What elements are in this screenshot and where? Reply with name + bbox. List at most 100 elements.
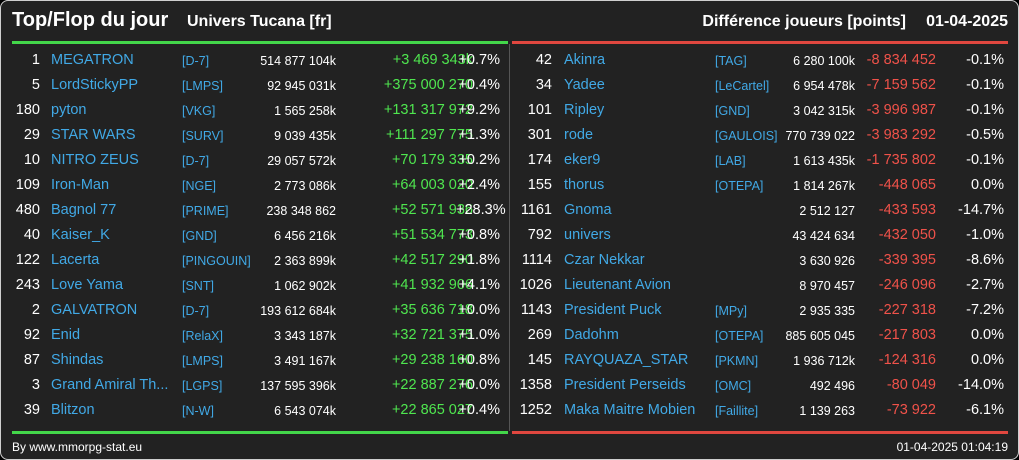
alliance-tag-link[interactable]: [GAULOIS] (715, 129, 778, 143)
header-date: 01-04-2025 (926, 13, 1008, 30)
player-name-link[interactable]: Bagnol 77 (51, 202, 117, 218)
alliance-tag-link[interactable]: [PRIME] (182, 204, 229, 218)
points-difference: +35 636 718 (391, 302, 473, 318)
player-name-link[interactable]: Grand Amiral Th... (51, 377, 169, 393)
player-points: 6 543 074k (274, 404, 336, 418)
percent-change: +4.1% (458, 277, 500, 293)
points-difference: -8 834 452 (866, 52, 936, 68)
points-difference: -227 318 (878, 302, 936, 318)
player-rank: 1026 (519, 277, 552, 293)
player-name-link[interactable]: MEGATRON (51, 52, 134, 68)
alliance-tag-link[interactable]: [RelaX] (182, 329, 223, 343)
universe-label: Univers Tucana [fr] (187, 13, 332, 30)
player-name-link[interactable]: Love Yama (51, 277, 124, 293)
player-rank: 1252 (519, 402, 552, 418)
alliance-tag-link[interactable]: [LMPS] (182, 354, 223, 368)
top-divider-green (12, 41, 508, 44)
alliance-tag-link[interactable]: [OTEPA] (715, 179, 764, 193)
player-points: 6 954 478k (793, 79, 855, 93)
player-name-link[interactable]: LordStickyPP (51, 77, 139, 93)
player-name-link[interactable]: pyton (51, 102, 87, 118)
player-points: 885 605 045 (785, 329, 855, 343)
alliance-tag-link[interactable]: [OTEPA] (715, 329, 764, 343)
player-name-link[interactable]: President Puck (564, 302, 662, 318)
alliance-tag-link[interactable]: [D-7] (182, 54, 210, 68)
alliance-tag-link[interactable]: [D-7] (182, 154, 210, 168)
player-points: 6 456 216k (274, 229, 336, 243)
points-difference: -3 983 292 (866, 127, 936, 143)
player-name-link[interactable]: Gnoma (564, 202, 612, 218)
player-name-link[interactable]: Shindas (51, 352, 104, 368)
alliance-tag-link[interactable]: [GND] (182, 229, 217, 243)
player-rank: 301 (527, 127, 552, 143)
alliance-tag-link[interactable]: [TAG] (715, 54, 747, 68)
player-name-link[interactable]: eker9 (564, 152, 601, 168)
table-row: 145 RAYQUAZA_STAR [PKMN] 1 936 712k -124 316… (512, 348, 1008, 373)
alliance-tag-link[interactable]: [PINGOUIN] (182, 254, 251, 268)
points-difference: -1 735 802 (866, 152, 936, 168)
alliance-tag-link[interactable]: [OMC] (715, 379, 752, 393)
alliance-tag-link[interactable]: [SNT] (182, 279, 214, 293)
percent-change: +2.4% (458, 177, 500, 193)
player-name-link[interactable]: Blitzon (51, 402, 95, 418)
points-difference: -7 159 562 (866, 77, 936, 93)
player-name-link[interactable]: NITRO ZEUS (51, 152, 139, 168)
table-row: 2 GALVATRON [D-7] 193 612 684k +35 636 718 +0… (12, 298, 508, 323)
alliance-tag-link[interactable]: [N-W] (182, 404, 214, 418)
top-losers-table: 42 Akinra [TAG] 6 280 100k -8 834 452 -0.1% 34… (512, 48, 1008, 423)
alliance-tag-link[interactable]: [LGPS] (182, 379, 223, 393)
player-rank: 1114 (521, 252, 552, 268)
points-difference: -246 096 (878, 277, 936, 293)
player-rank: 145 (527, 352, 552, 368)
player-points: 770 739 022 (785, 129, 855, 143)
alliance-tag-link[interactable]: [VKG] (182, 104, 216, 118)
player-name-link[interactable]: STAR WARS (51, 127, 136, 143)
alliance-tag-link[interactable]: [GND] (715, 104, 750, 118)
player-name-link[interactable]: Lacerta (51, 252, 100, 268)
page-title: Top/Flop du jour (12, 9, 169, 31)
percent-change: -6.1% (966, 402, 1004, 418)
player-name-link[interactable]: Kaiser_K (51, 227, 110, 243)
player-points: 3 343 187k (274, 329, 336, 343)
alliance-tag-link[interactable]: [NGE] (182, 179, 217, 193)
percent-change: -8.6% (966, 252, 1004, 268)
alliance-tag-link[interactable]: [LeCartel] (715, 79, 770, 93)
player-name-link[interactable]: Lieutenant Avion (564, 277, 671, 293)
player-points: 2 512 127 (799, 204, 855, 218)
player-name-link[interactable]: GALVATRON (51, 302, 138, 318)
player-name-link[interactable]: thorus (564, 177, 605, 193)
player-name-link[interactable]: Ripley (564, 102, 605, 118)
player-rank: 109 (15, 177, 40, 193)
alliance-tag-link[interactable]: [LAB] (715, 154, 746, 168)
player-rank: 3 (31, 377, 40, 393)
player-name-link[interactable]: rode (564, 127, 594, 143)
player-name-link[interactable]: Yadee (564, 77, 605, 93)
player-name-link[interactable]: Czar Nekkar (564, 252, 645, 268)
player-name-link[interactable]: Maka Maitre Mobien (564, 402, 696, 418)
player-name-link[interactable]: Akinra (564, 52, 606, 68)
player-name-link[interactable]: univers (564, 227, 611, 243)
player-name-link[interactable]: Iron-Man (51, 177, 110, 193)
player-points: 1 062 902k (274, 279, 336, 293)
alliance-tag-link[interactable]: [LMPS] (182, 79, 223, 93)
alliance-tag-link[interactable]: [D-7] (182, 304, 210, 318)
player-name-link[interactable]: President Perseids (564, 377, 686, 393)
percent-change: +0.0% (458, 377, 500, 393)
alliance-tag-link[interactable]: [MPy] (715, 304, 747, 318)
player-name-link[interactable]: Enid (51, 327, 81, 343)
table-row: 1252 Maka Maitre Mobien [Faillite] 1 139 26… (512, 398, 1008, 423)
player-name-link[interactable]: Dadohm (564, 327, 619, 343)
table-row: 34 Yadee [LeCartel] 6 954 478k -7 159 562 -0.… (512, 73, 1008, 98)
table-row: 1161 Gnoma 2 512 127 -433 593 -14.7% (512, 198, 1008, 223)
points-difference: +41 932 906 (391, 277, 473, 293)
percent-change: +1.3% (458, 127, 500, 143)
player-name-link[interactable]: RAYQUAZA_STAR (564, 352, 689, 368)
percent-change: -0.1% (966, 77, 1004, 93)
points-difference: +22 887 276 (391, 377, 473, 393)
alliance-tag-link[interactable]: [PKMN] (715, 354, 759, 368)
alliance-tag-link[interactable]: [Faillite] (715, 404, 759, 418)
player-points: 238 348 862 (266, 204, 336, 218)
percent-change: +0.0% (458, 302, 500, 318)
alliance-tag-link[interactable]: [SURV] (182, 129, 224, 143)
points-difference: -3 996 987 (866, 102, 936, 118)
